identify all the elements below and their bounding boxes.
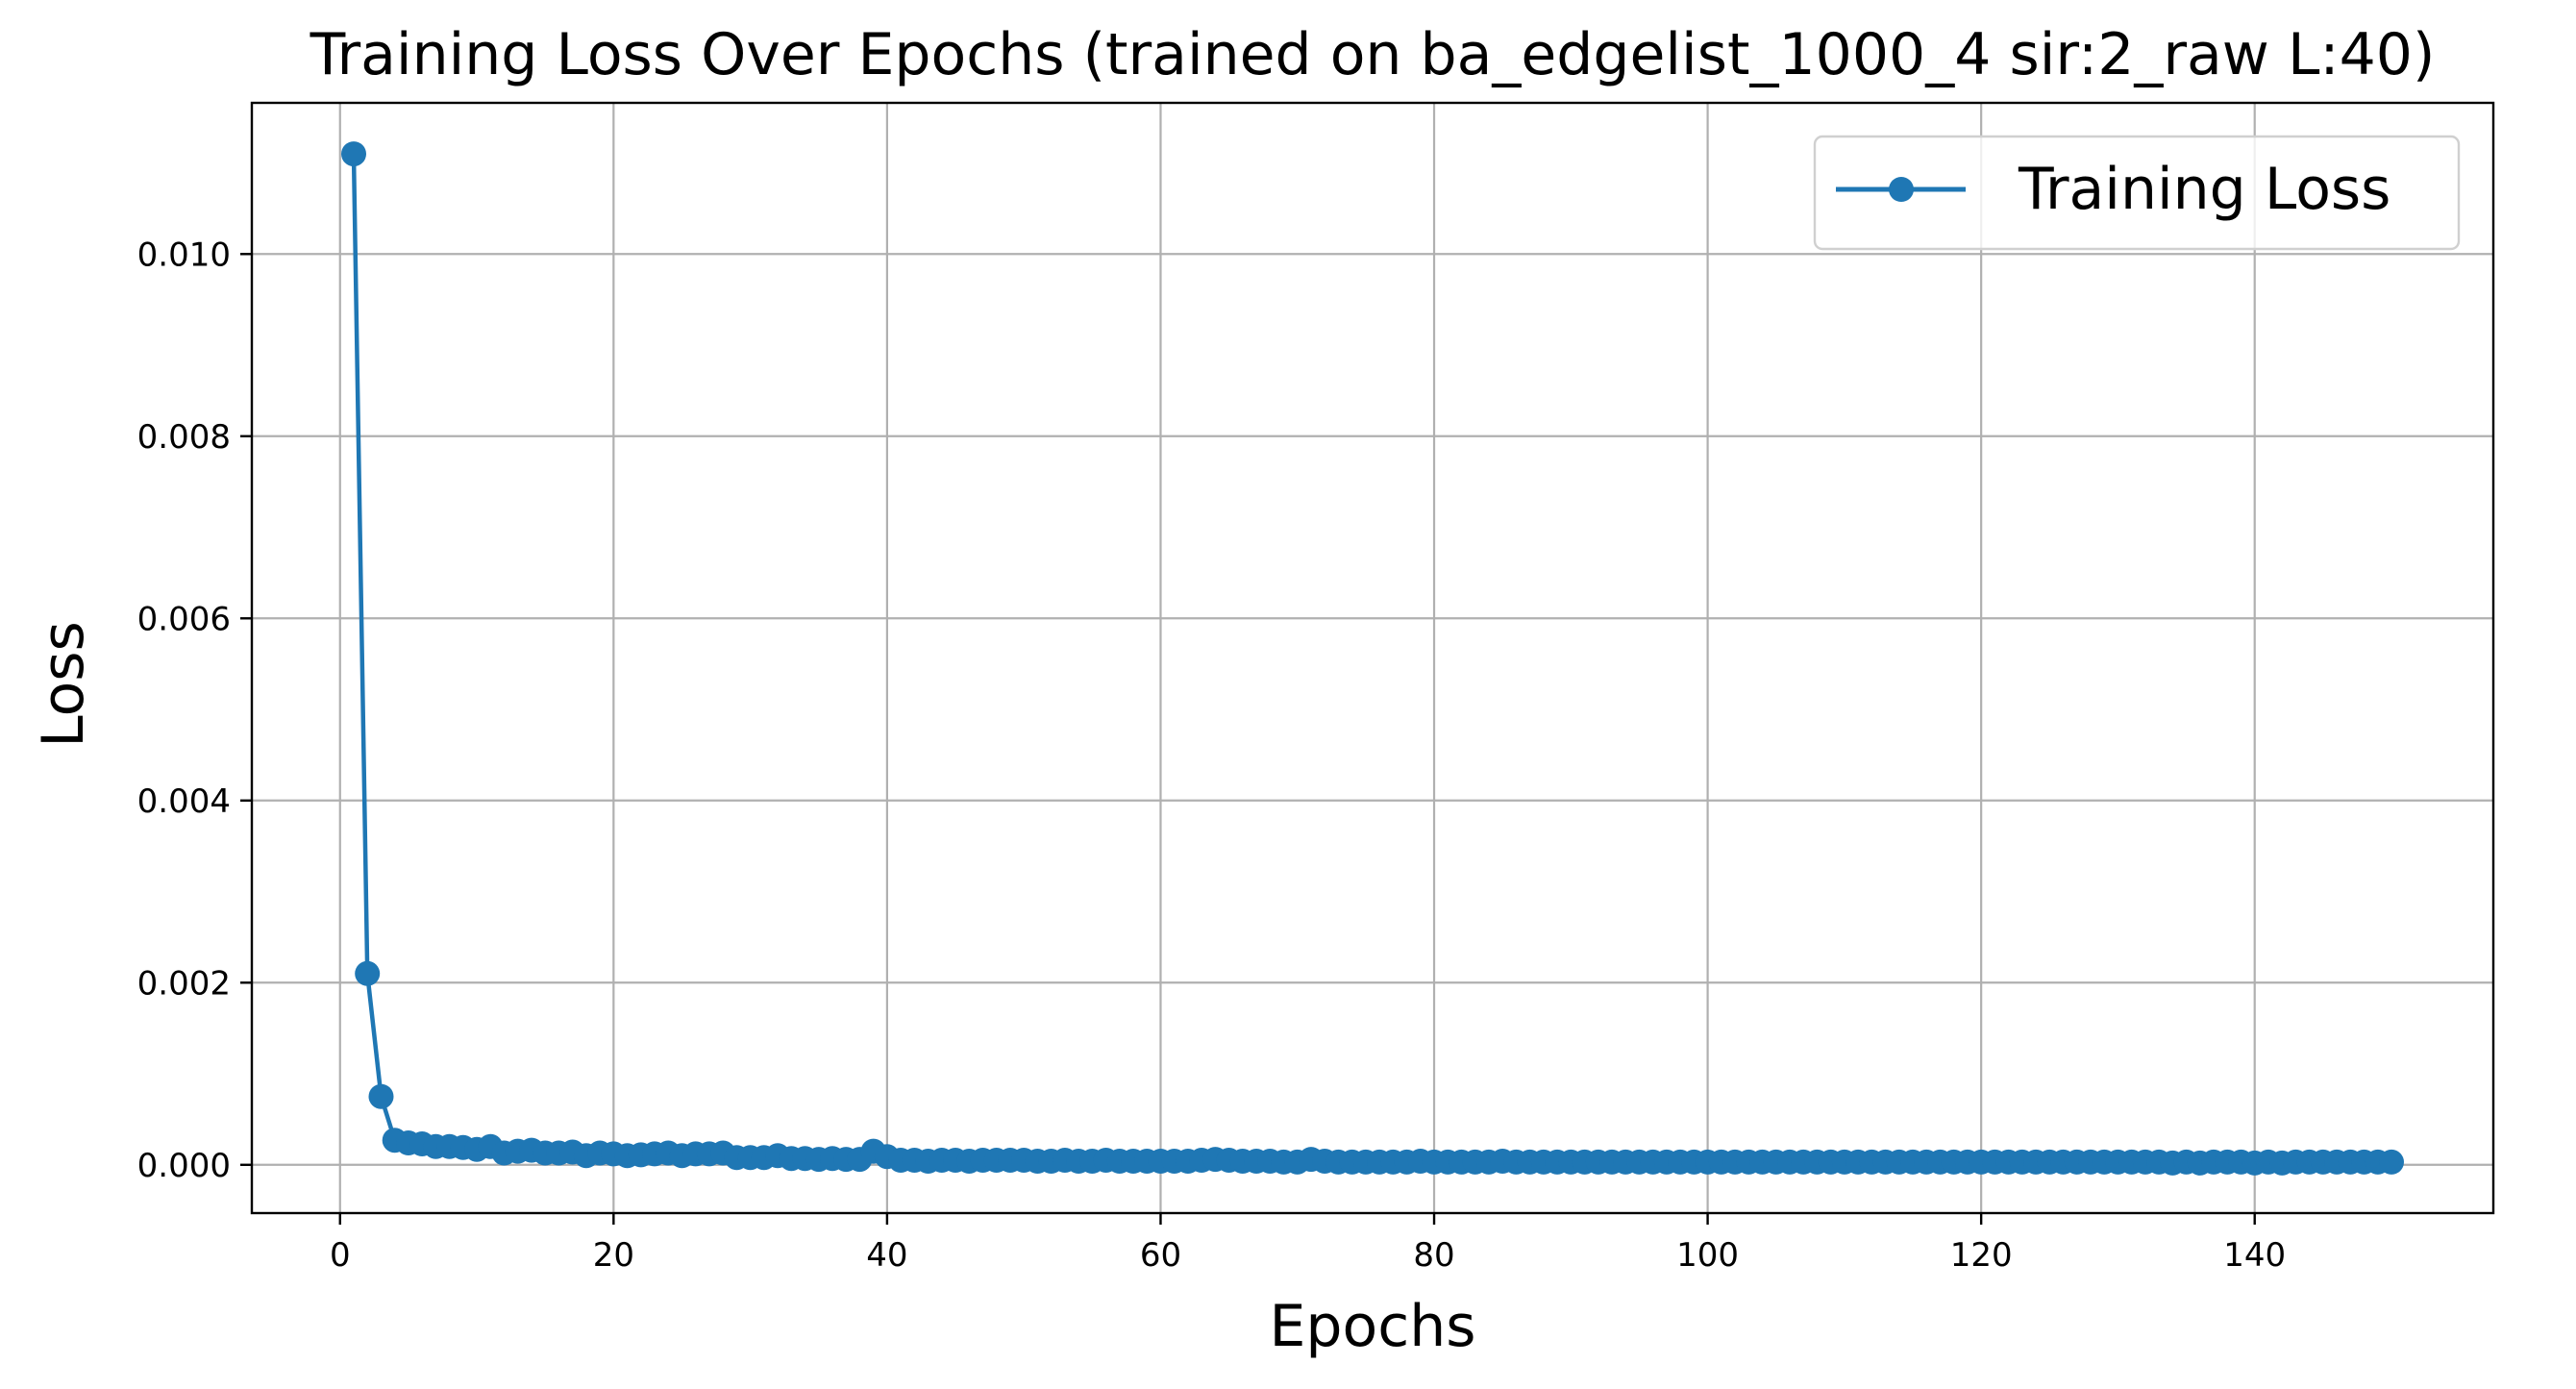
x-axis-label: Epochs (1270, 1293, 1476, 1360)
y-tick-label: 0.010 (137, 236, 231, 274)
y-tick-label: 0.006 (137, 600, 231, 638)
plot-area-frame (250, 101, 2495, 1215)
data-point (341, 141, 366, 167)
data-point (2379, 1149, 2404, 1175)
series-training-loss (341, 141, 2404, 1176)
legend-box (1813, 135, 2461, 251)
y-axis-label: Loss (30, 621, 97, 748)
y-tick-label: 0.008 (137, 418, 231, 457)
x-tick-label: 100 (1676, 1236, 1739, 1275)
y-tick-label: 0.002 (137, 964, 231, 1003)
y-tick-label: 0.004 (137, 782, 231, 821)
x-tick-label: 120 (1950, 1236, 2013, 1275)
x-tick-label: 0 (330, 1236, 351, 1275)
legend-label-training-loss: Training Loss (2018, 156, 2390, 223)
x-tick-label: 40 (866, 1236, 907, 1275)
data-point (355, 960, 381, 986)
legend: Training Loss (1813, 135, 2461, 251)
x-tick-label: 60 (1140, 1236, 1181, 1275)
x-tick-label: 20 (593, 1236, 634, 1275)
legend-marker-swatch (1889, 177, 1914, 202)
data-point (368, 1083, 394, 1109)
x-tick-label: 80 (1413, 1236, 1454, 1275)
axis-ticks: 0 20 40 60 80 100 120 140 0.000 0.002 0.004 0.006 0.… (137, 236, 2287, 1275)
x-tick-label: 140 (2223, 1236, 2286, 1275)
y-tick-label: 0.000 (137, 1147, 231, 1185)
chart-title: Training Loss Over Epochs (trained on ba… (310, 21, 2436, 88)
